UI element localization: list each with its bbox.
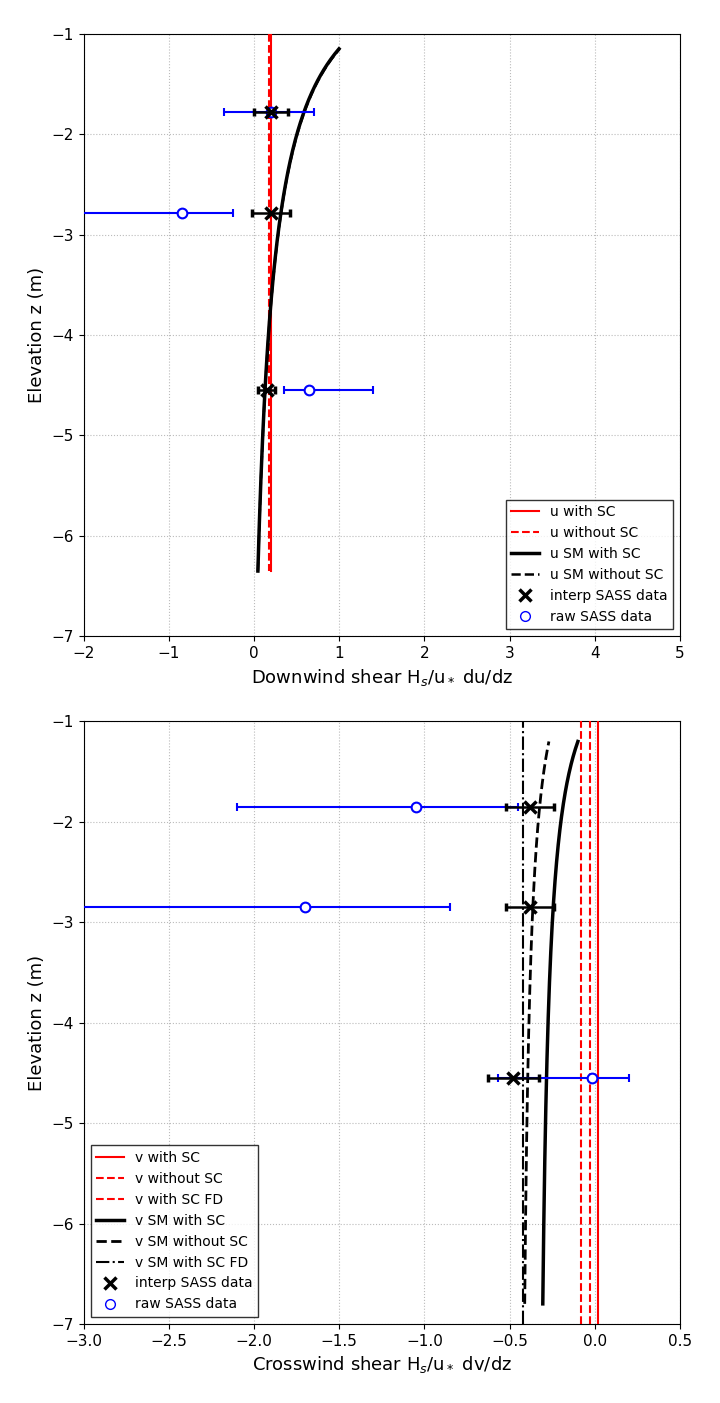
Y-axis label: Elevation z (m): Elevation z (m) — [28, 267, 46, 403]
X-axis label: Crosswind shear H$_s$/u$_*$ dv/dz: Crosswind shear H$_s$/u$_*$ dv/dz — [252, 1354, 512, 1375]
Y-axis label: Elevation z (m): Elevation z (m) — [28, 954, 46, 1090]
Legend: v with SC, v without SC, v with SC FD, v SM with SC, v SM without SC, v SM with : v with SC, v without SC, v with SC FD, v… — [91, 1145, 258, 1317]
X-axis label: Downwind shear H$_s$/u$_*$ du/dz: Downwind shear H$_s$/u$_*$ du/dz — [251, 666, 513, 687]
Legend: u with SC, u without SC, u SM with SC, u SM without SC, interp SASS data, raw SA: u with SC, u without SC, u SM with SC, u… — [505, 499, 673, 630]
